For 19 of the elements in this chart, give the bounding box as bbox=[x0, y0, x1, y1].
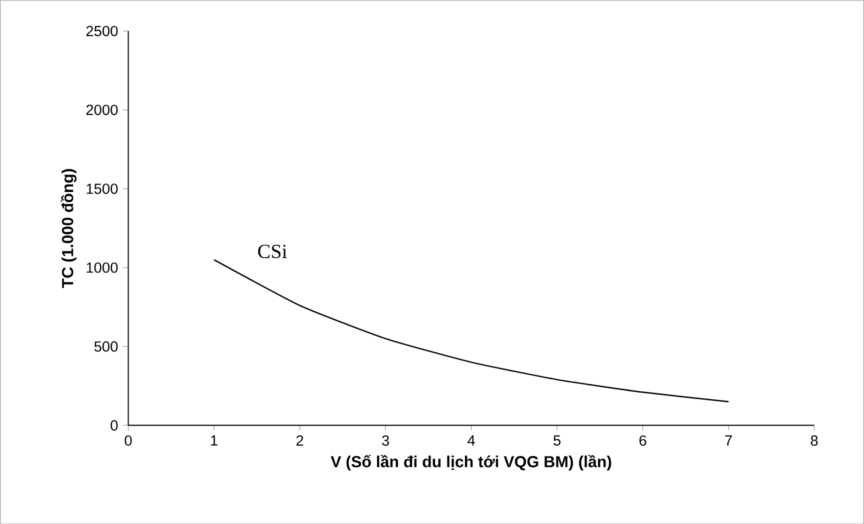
x-tick-label: 2 bbox=[296, 435, 304, 446]
series-label: CSi bbox=[258, 244, 287, 258]
y-tick-label: 0 bbox=[110, 420, 118, 430]
y-tick-label: 1000 bbox=[86, 262, 118, 273]
y-tick-label: 500 bbox=[94, 341, 118, 352]
x-tick-label: 0 bbox=[124, 435, 132, 446]
x-tick-label: 1 bbox=[211, 435, 218, 446]
x-axis-title: V (Số lần đi du lịch tới VQG BM) (lần) bbox=[330, 454, 612, 470]
x-tick-label: 5 bbox=[554, 435, 560, 446]
x-tick-label: 3 bbox=[382, 435, 389, 446]
x-tick-label: 4 bbox=[468, 435, 475, 446]
y-tick-label: 2000 bbox=[86, 104, 118, 115]
x-tick-label: 7 bbox=[725, 435, 732, 446]
x-tick-label: 6 bbox=[639, 435, 646, 446]
line-series bbox=[213, 258, 730, 402]
y-tick-label: 2500 bbox=[86, 26, 118, 36]
y-axis-title: TC (1.000 đồng) bbox=[60, 168, 76, 288]
y-tick-label: 1500 bbox=[86, 183, 118, 194]
x-tick-label: 8 bbox=[810, 435, 818, 446]
